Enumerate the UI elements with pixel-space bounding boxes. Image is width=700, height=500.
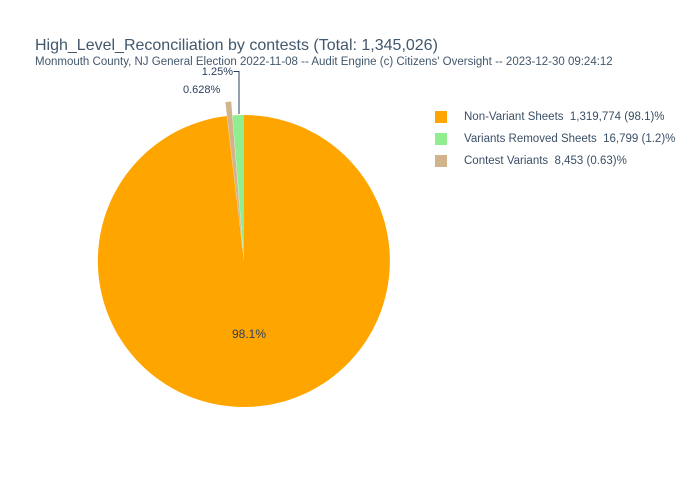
legend-item-contest-variants[interactable]: Contest Variants 8,453 (0.63)% [435, 150, 675, 172]
legend-swatch-icon [435, 155, 447, 167]
legend-label: Variants Removed Sheets 16,799 (1.2)% [464, 133, 676, 145]
chart-title: High_Level_Reconciliation by contests (T… [35, 37, 438, 54]
pie-slice-variants-removed-sheets[interactable] [232, 114, 244, 261]
callout-leader-line [233, 71, 240, 114]
chart-subtitle: Monmouth County, NJ General Election 202… [35, 56, 613, 68]
pie-label-non-variant-pct: 98.1% [231, 327, 267, 341]
legend-item-non-variant-sheets[interactable]: Non-Variant Sheets 1,319,774 (98.1)% [435, 106, 675, 128]
legend-label: Non-Variant Sheets 1,319,774 (98.1)% [464, 111, 665, 123]
pie-label-contest-variants-pct: 0.628% [183, 84, 221, 96]
legend-swatch-icon [435, 133, 447, 145]
pie-slice-contest-variants[interactable] [225, 101, 243, 248]
legend: Non-Variant Sheets 1,319,774 (98.1)% Var… [435, 106, 675, 172]
legend-item-variants-removed-sheets[interactable]: Variants Removed Sheets 16,799 (1.2)% [435, 128, 675, 150]
legend-swatch-icon [435, 111, 447, 123]
pie-slice-non-variant-sheets[interactable] [97, 115, 390, 407]
pie-label-variants-removed-pct: 1.25% [201, 66, 233, 78]
legend-label: Contest Variants 8,453 (0.63)% [464, 155, 627, 167]
